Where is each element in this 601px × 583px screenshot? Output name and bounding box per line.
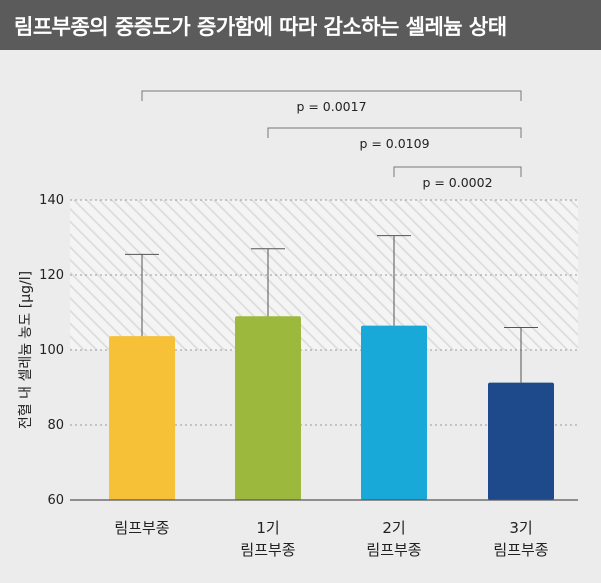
bar-1 (109, 336, 175, 500)
y-tick-label: 60 (47, 493, 64, 508)
x-category-label: 2기 (382, 519, 405, 537)
page-title: 림프부종의 중증도가 증가함에 따라 감소하는 셀레늄 상태 (14, 15, 507, 39)
y-tick-label: 100 (39, 343, 64, 358)
significance-bracket-2 (267, 127, 522, 138)
p-value-label: p = 0.0109 (359, 136, 429, 151)
header-bar: 림프부종의 중증도가 증가함에 따라 감소하는 셀레늄 상태 (0, 0, 601, 50)
y-axis-title: 전혈 내 셀레늄 농도 [μg/l] (18, 271, 34, 429)
x-category-label: 림프부종 (240, 541, 295, 559)
p-value-label: p = 0.0017 (296, 99, 366, 114)
bar-2 (235, 316, 301, 500)
y-tick-label: 140 (39, 193, 64, 208)
x-category-label: 림프부종 (493, 541, 548, 559)
bar-4 (488, 382, 554, 500)
x-category-label: 림프부종 (114, 519, 169, 537)
x-category-label: 1기 (256, 519, 279, 537)
significance-bracket-3 (393, 166, 522, 177)
reference-band (70, 200, 578, 350)
x-category-label: 림프부종 (366, 541, 421, 559)
y-tick-label: 80 (47, 418, 64, 433)
y-tick-label: 120 (39, 268, 64, 283)
significance-bracket-1 (141, 90, 522, 101)
p-value-label: p = 0.0002 (422, 175, 492, 190)
x-category-label: 3기 (509, 519, 532, 537)
bar-3 (361, 325, 427, 500)
